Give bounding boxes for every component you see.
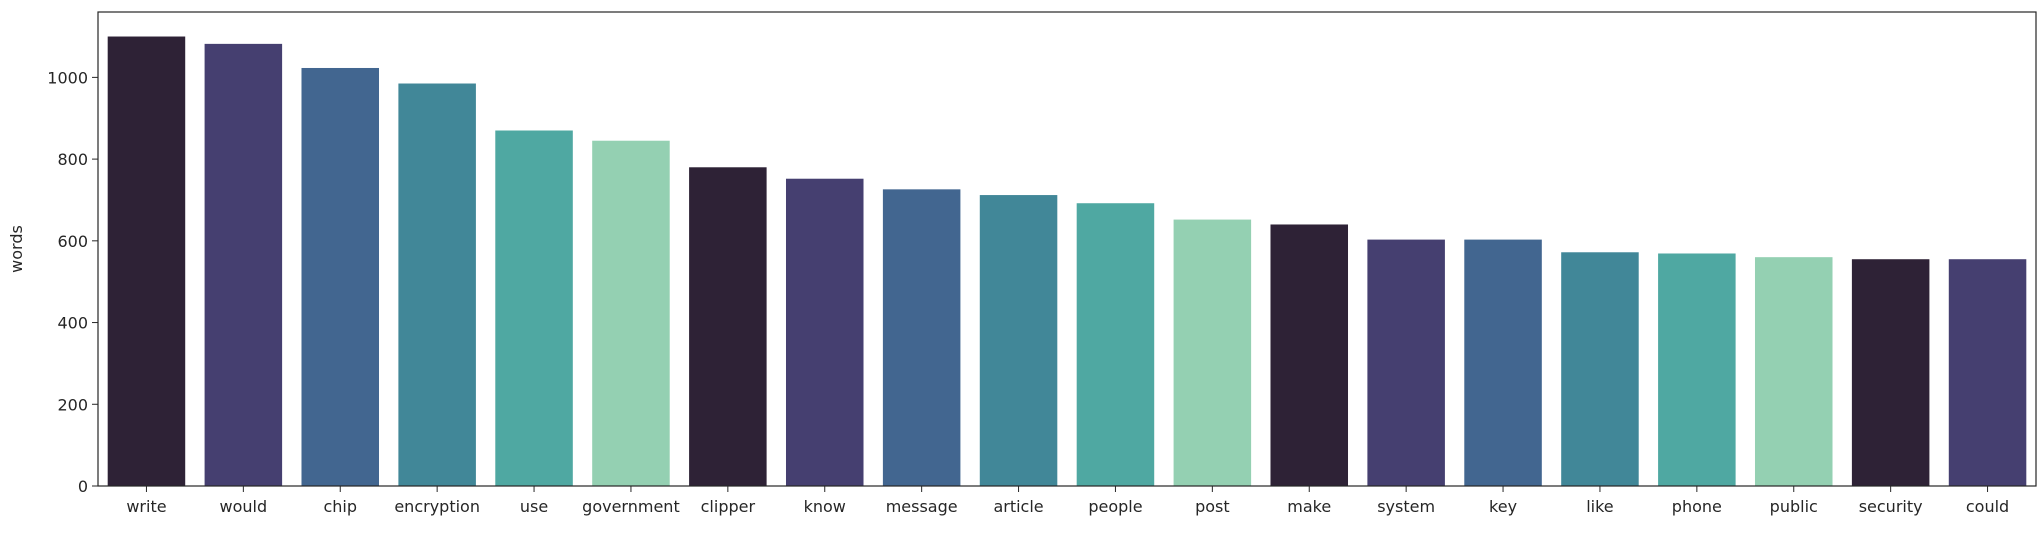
- bar-phone: [1658, 253, 1736, 486]
- x-tick-label: could: [1966, 497, 2009, 516]
- bar-know: [785, 178, 864, 486]
- x-tick-label: government: [582, 497, 680, 516]
- bar-encryption: [398, 83, 476, 486]
- x-tick-label: like: [1586, 497, 1613, 516]
- x-axis-ticks: write would chip encryption use government cli…: [126, 486, 2009, 516]
- x-tick-label: chip: [323, 497, 357, 516]
- bar-public: [1754, 257, 1833, 486]
- y-tick-label: 600: [57, 232, 88, 251]
- bar-use: [495, 130, 573, 486]
- plot-frame: [97, 11, 2037, 487]
- bar-could: [1948, 259, 2027, 486]
- x-tick-label: message: [886, 497, 958, 516]
- bar-message: [882, 189, 961, 486]
- x-tick-label: article: [993, 497, 1043, 516]
- x-tick-label: public: [1770, 497, 1818, 516]
- y-tick-label: 1000: [47, 68, 88, 87]
- x-tick-label: post: [1195, 497, 1230, 516]
- y-tick-label: 0: [78, 477, 88, 496]
- bar-security: [1851, 259, 1930, 486]
- bar-write: [107, 36, 186, 487]
- bar-would: [204, 43, 283, 487]
- x-tick-label: people: [1088, 497, 1142, 516]
- x-tick-label: security: [1859, 497, 1923, 516]
- bar-like: [1561, 252, 1639, 486]
- bar-system: [1367, 239, 1445, 486]
- x-tick-label: encryption: [394, 497, 480, 516]
- bar-key: [1464, 239, 1542, 486]
- x-tick-label: use: [520, 497, 548, 516]
- x-tick-label: phone: [1672, 497, 1722, 516]
- bar-post: [1173, 219, 1252, 486]
- x-tick-label: write: [126, 497, 166, 516]
- x-tick-label: make: [1287, 497, 1331, 516]
- bar-chip: [301, 67, 380, 486]
- bar-clipper: [689, 167, 767, 486]
- bars-group: [107, 36, 2027, 487]
- x-tick-label: know: [804, 497, 846, 516]
- x-tick-label: system: [1377, 497, 1435, 516]
- bar-government: [592, 140, 670, 486]
- bar-article: [979, 195, 1058, 486]
- x-tick-label: would: [220, 497, 268, 516]
- x-tick-label: clipper: [701, 497, 756, 516]
- y-axis-label: words: [7, 225, 26, 273]
- x-tick-label: key: [1489, 497, 1517, 516]
- bar-people: [1076, 203, 1155, 487]
- y-axis-ticks: 0 200 400 600 800 1000: [47, 68, 98, 496]
- y-tick-label: 200: [57, 395, 88, 414]
- bar-make: [1270, 224, 1349, 487]
- y-tick-label: 800: [57, 150, 88, 169]
- y-tick-label: 400: [57, 314, 88, 333]
